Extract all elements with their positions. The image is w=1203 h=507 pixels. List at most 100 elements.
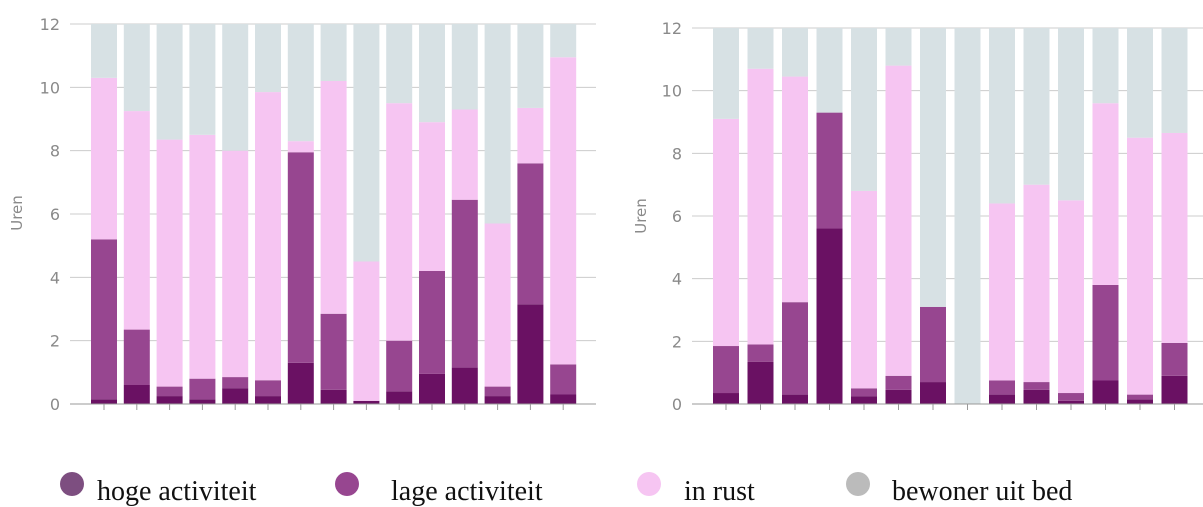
left-bar-13-hoge bbox=[484, 396, 511, 404]
left-bar-6-rust bbox=[255, 92, 281, 381]
right-bar-9-rust bbox=[989, 203, 1015, 381]
left-y-tick-label: 8 bbox=[50, 142, 60, 161]
left-bar-11-hoge bbox=[419, 373, 445, 404]
left-bar-1-rust bbox=[91, 77, 117, 240]
right-bar-3-hoge bbox=[782, 394, 808, 404]
right-y-tick-label: 6 bbox=[672, 207, 682, 226]
right-bar-11-hoge bbox=[1058, 400, 1084, 404]
right-bar-8-uit_bed bbox=[954, 28, 981, 404]
right-bar-2-uit_bed bbox=[747, 28, 774, 69]
left-bar-4-rust bbox=[189, 134, 216, 379]
left-bar-10-rust bbox=[386, 103, 413, 341]
right-bar-11-uit_bed bbox=[1058, 28, 1084, 201]
left-bar-12-hoge bbox=[451, 367, 478, 404]
right-bar-2-hoge bbox=[747, 361, 774, 404]
left-bar-15-uit_bed bbox=[550, 24, 577, 58]
right-bar-14-lage bbox=[1161, 342, 1188, 376]
right-bar-13-rust bbox=[1127, 137, 1153, 395]
right-y-tick-label: 12 bbox=[662, 19, 682, 38]
right-bar-14-hoge bbox=[1161, 375, 1188, 404]
left-bar-10-lage bbox=[386, 340, 413, 392]
left-bar-3-hoge bbox=[156, 396, 183, 404]
right-y-tick-label: 0 bbox=[672, 395, 682, 414]
right-bar-14-uit_bed bbox=[1161, 28, 1188, 133]
left-bar-7-rust bbox=[287, 141, 314, 153]
right-bar-7-uit_bed bbox=[920, 28, 946, 307]
left-bar-6-lage bbox=[255, 380, 281, 397]
left-y-tick-label: 10 bbox=[40, 78, 60, 97]
right-bar-13-hoge bbox=[1127, 399, 1153, 404]
chart-right: 0 2 4 6 8 10 12 Uren bbox=[632, 19, 1203, 414]
right-bar-11-lage bbox=[1058, 393, 1084, 401]
right-bar-12-uit_bed bbox=[1092, 28, 1119, 104]
left-bar-7-hoge bbox=[287, 362, 314, 404]
right-bar-3-uit_bed bbox=[782, 28, 808, 77]
right-bar-10-hoge bbox=[1023, 389, 1050, 404]
left-bar-13-uit_bed bbox=[484, 24, 511, 224]
legend-label-1: hoge activiteit bbox=[97, 476, 257, 507]
left-bar-4-uit_bed bbox=[189, 24, 216, 135]
legend-label-2: lage activiteit bbox=[391, 476, 543, 507]
left-bar-5-rust bbox=[222, 150, 249, 378]
right-y-axis-label: Uren bbox=[632, 198, 650, 234]
left-bar-8-uit_bed bbox=[320, 24, 347, 81]
right-bar-9-uit_bed bbox=[989, 28, 1015, 204]
left-bar-8-lage bbox=[320, 313, 347, 390]
legend-label-4: bewoner uit bed bbox=[892, 476, 1072, 507]
left-bar-9-rust bbox=[353, 261, 380, 401]
right-bar-9-lage bbox=[989, 380, 1015, 395]
left-bar-12-lage bbox=[451, 199, 478, 368]
left-bar-8-hoge bbox=[320, 389, 347, 404]
left-y-tick-label: 12 bbox=[40, 15, 60, 34]
left-bar-4-lage bbox=[189, 378, 216, 400]
right-bar-5-rust bbox=[851, 190, 877, 389]
right-bar-13-uit_bed bbox=[1127, 28, 1153, 138]
left-bar-9-hoge bbox=[353, 400, 380, 404]
right-bar-2-lage bbox=[747, 344, 774, 362]
right-bar-14-rust bbox=[1161, 132, 1188, 343]
legend-marker-1 bbox=[60, 472, 84, 496]
right-bar-7-hoge bbox=[920, 382, 946, 404]
right-bar-3-lage bbox=[782, 302, 808, 395]
right-bar-12-hoge bbox=[1092, 380, 1119, 404]
right-bar-10-rust bbox=[1023, 184, 1050, 383]
left-bar-14-rust bbox=[517, 107, 544, 164]
right-bar-9-hoge bbox=[989, 394, 1015, 404]
right-bar-13-lage bbox=[1127, 394, 1153, 400]
right-bar-12-rust bbox=[1092, 103, 1119, 285]
left-y-tick-label: 4 bbox=[50, 268, 60, 287]
left-bar-14-uit_bed bbox=[517, 24, 544, 108]
left-bar-13-lage bbox=[484, 386, 511, 397]
left-bar-10-uit_bed bbox=[386, 24, 413, 104]
left-bar-7-uit_bed bbox=[287, 24, 314, 142]
left-bar-15-rust bbox=[550, 57, 577, 365]
right-bar-1-rust bbox=[713, 118, 739, 347]
left-bar-1-hoge bbox=[91, 399, 117, 404]
right-bar-1-uit_bed bbox=[713, 28, 739, 119]
left-bar-1-uit_bed bbox=[91, 24, 117, 78]
left-bar-7-lage bbox=[287, 152, 314, 363]
left-bar-8-rust bbox=[320, 81, 347, 314]
chart-left: 0 2 4 6 8 10 12 Uren bbox=[8, 15, 596, 414]
right-bar-5-uit_bed bbox=[851, 28, 877, 191]
right-bar-4-uit_bed bbox=[816, 28, 843, 113]
right-bar-10-lage bbox=[1023, 382, 1050, 390]
right-y-tick-label: 10 bbox=[662, 82, 682, 101]
left-bar-5-uit_bed bbox=[222, 24, 249, 151]
right-bar-6-hoge bbox=[885, 389, 912, 404]
left-bar-12-uit_bed bbox=[451, 24, 478, 110]
right-bar-3-rust bbox=[782, 76, 808, 303]
left-bar-9-uit_bed bbox=[353, 24, 380, 262]
right-bar-4-lage bbox=[816, 112, 843, 229]
left-bar-12-rust bbox=[451, 109, 478, 200]
left-bar-13-rust bbox=[484, 223, 511, 387]
legend-marker-2 bbox=[335, 472, 359, 496]
right-bar-7-lage bbox=[920, 306, 946, 383]
left-bar-6-uit_bed bbox=[255, 24, 281, 93]
left-y-tick-label: 0 bbox=[50, 395, 60, 414]
right-bar-6-uit_bed bbox=[885, 28, 912, 66]
right-y-tick-label: 4 bbox=[672, 270, 682, 289]
right-bar-5-hoge bbox=[851, 396, 877, 404]
left-bar-14-lage bbox=[517, 163, 544, 305]
